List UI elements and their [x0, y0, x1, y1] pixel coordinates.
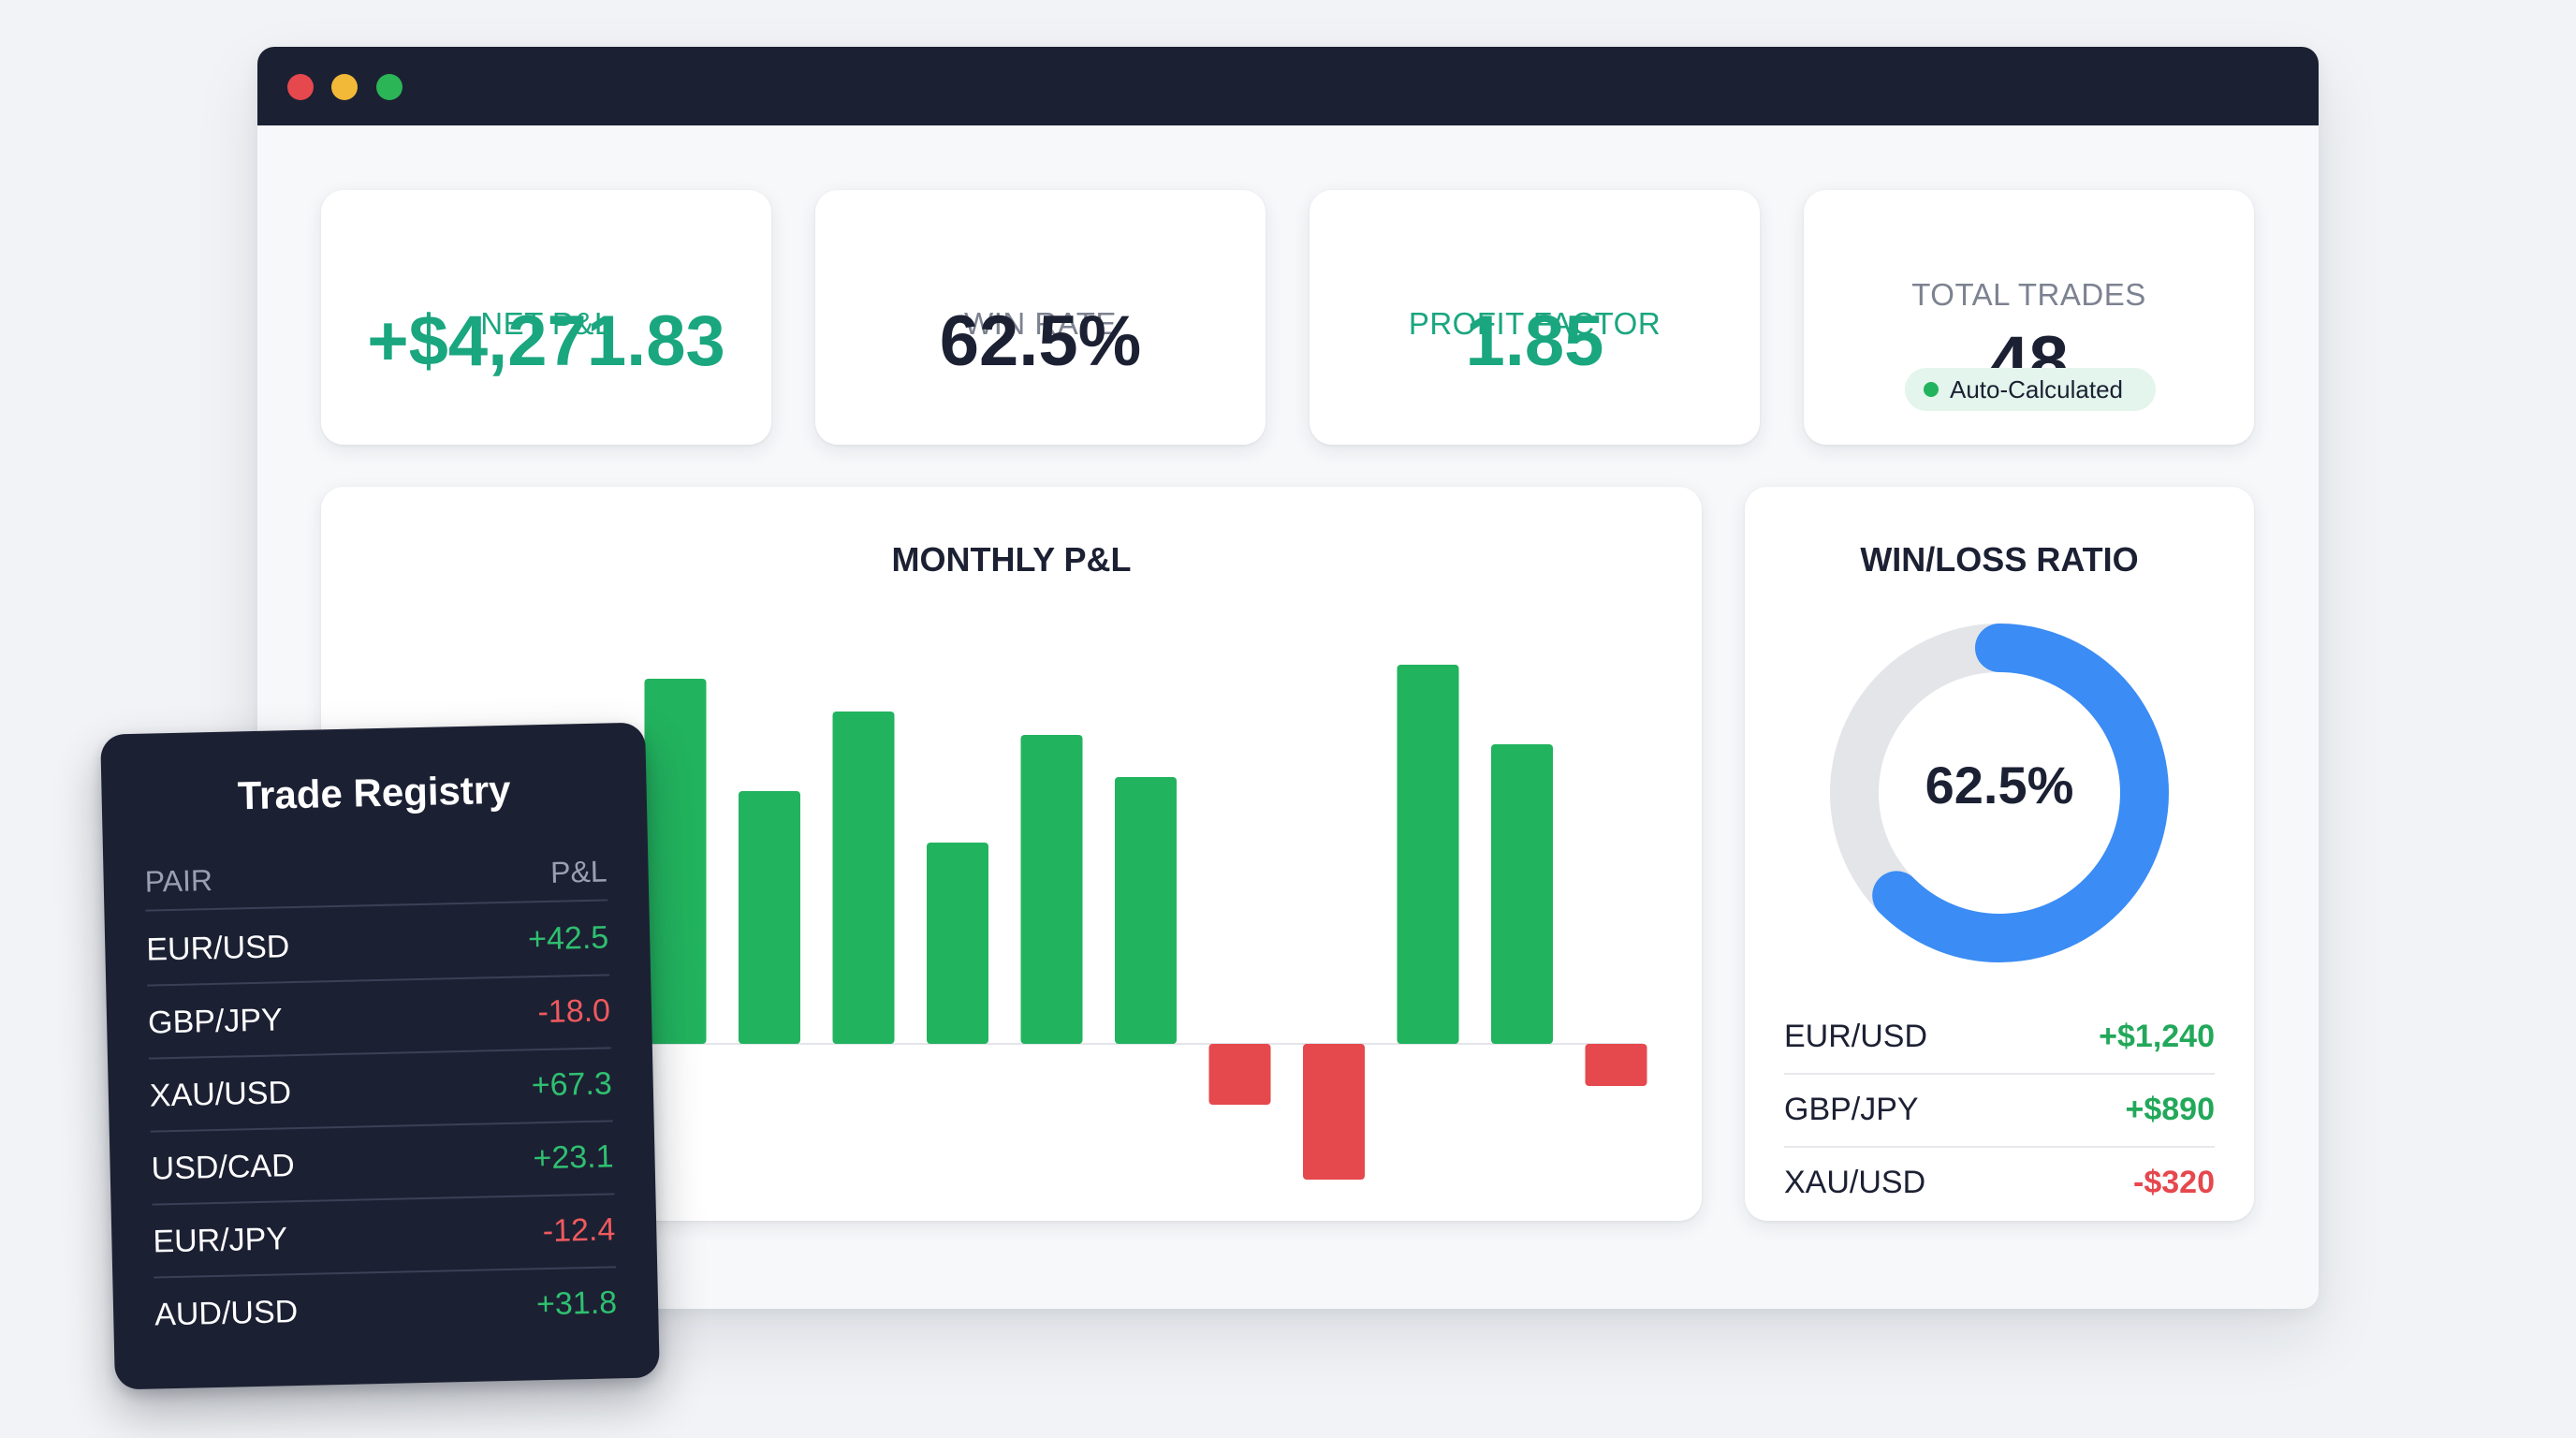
- table-row[interactable]: AUD/USD +31.8: [154, 1268, 618, 1351]
- ratio-row-value: +$1,240: [2099, 1019, 2215, 1054]
- dashboard-window: NET P&L +$4,271.83 WIN RATE 62.5% PROFIT…: [257, 47, 2319, 1309]
- minimize-window-button[interactable]: [331, 74, 358, 100]
- stat-label: TOTAL TRADES: [1911, 277, 2146, 312]
- maximize-window-button[interactable]: [376, 74, 402, 100]
- close-window-button[interactable]: [287, 74, 314, 100]
- stat-value: 62.5%: [939, 301, 1142, 381]
- ratio-row-value: -$320: [2133, 1165, 2215, 1200]
- chart-bar-5[interactable]: [927, 843, 988, 1044]
- chart-bar-2[interactable]: [644, 679, 707, 1044]
- table-row[interactable]: EUR/USD +42.5: [145, 902, 610, 987]
- table-row[interactable]: USD/CAD +23.1: [150, 1122, 615, 1206]
- table-row[interactable]: EUR/JPY -12.4: [152, 1195, 617, 1279]
- badge-label: Auto-Calculated: [1950, 375, 2123, 404]
- ratio-row: XAU/USD -$320: [1784, 1148, 2215, 1221]
- win-loss-ratio-card: WIN/LOSS RATIO 62.5% EUR/USD +$1,240 GBP…: [1745, 487, 2254, 1221]
- row-pnl: +23.1: [533, 1138, 614, 1177]
- donut-center-percent: 62.5%: [1925, 756, 2074, 814]
- chart-title: MONTHLY P&L: [891, 540, 1132, 579]
- ratio-row-value: +$890: [2125, 1092, 2216, 1127]
- row-pair: GBP/JPY: [147, 1002, 284, 1041]
- chart-bar-8[interactable]: [1208, 1044, 1271, 1105]
- chart-bar-3[interactable]: [739, 791, 800, 1044]
- chart-bar-12[interactable]: [1585, 1044, 1647, 1086]
- row-pair: XAU/USD: [149, 1075, 292, 1114]
- stat-card-net-pnl: NET P&L +$4,271.83: [321, 190, 771, 445]
- chart-bar-9[interactable]: [1303, 1044, 1365, 1180]
- ratio-row-pair: GBP/JPY: [1784, 1092, 1919, 1127]
- row-pair: USD/CAD: [151, 1148, 296, 1187]
- column-header-pnl: P&L: [549, 854, 607, 889]
- registry-title: Trade Registry: [237, 767, 511, 818]
- stat-label: NET P&L: [480, 306, 612, 341]
- monthly-pnl-bar-chart: [490, 665, 1647, 1180]
- chart-bar-11[interactable]: [1491, 744, 1553, 1044]
- ratio-row: EUR/USD +$1,240: [1784, 1002, 2215, 1075]
- row-pair: AUD/USD: [154, 1294, 299, 1333]
- stat-label: WIN RATE: [964, 306, 1117, 341]
- row-pnl: -12.4: [542, 1211, 616, 1250]
- table-row[interactable]: XAU/USD +67.3: [149, 1049, 613, 1133]
- status-dot-icon: [1924, 382, 1939, 397]
- ratio-row: GBP/JPY +$890: [1784, 1075, 2215, 1148]
- row-pnl: +31.8: [535, 1284, 618, 1323]
- chart-bar-7[interactable]: [1115, 777, 1177, 1044]
- stat-value: +$4,271.83: [367, 301, 725, 381]
- stat-value: 1.85: [1465, 301, 1604, 381]
- row-pnl: +67.3: [531, 1065, 613, 1104]
- stat-card-profit-factor: PROFIT FACTOR 1.85: [1310, 190, 1760, 445]
- auto-calculated-badge: Auto-Calculated: [1905, 368, 2156, 411]
- column-header-pair: PAIR: [144, 863, 213, 899]
- chart-bar-6[interactable]: [1020, 735, 1083, 1044]
- registry-table-header: PAIR P&L: [144, 844, 608, 912]
- ratio-row-pair: EUR/USD: [1784, 1019, 1928, 1054]
- chart-bar-10[interactable]: [1397, 665, 1459, 1044]
- stat-label: PROFIT FACTOR: [1408, 306, 1661, 341]
- stat-card-win-rate: WIN RATE 62.5%: [815, 190, 1266, 445]
- ratio-title: WIN/LOSS RATIO: [1860, 540, 2139, 579]
- row-pnl: -18.0: [537, 992, 611, 1031]
- trade-registry-panel: Trade Registry PAIR P&L EUR/USD +42.5 GB…: [100, 722, 660, 1390]
- chart-bar-4[interactable]: [832, 712, 895, 1044]
- stat-card-total-trades: TOTAL TRADES 48 Auto-Calculated: [1804, 190, 2254, 445]
- row-pnl: +42.5: [527, 919, 609, 958]
- row-pair: EUR/JPY: [153, 1221, 288, 1260]
- table-row[interactable]: GBP/JPY -18.0: [147, 976, 611, 1060]
- window-titlebar: [257, 47, 2319, 125]
- win-loss-donut-chart: [1830, 624, 2169, 962]
- ratio-row-pair: XAU/USD: [1784, 1165, 1926, 1200]
- donut-win-segment: [1830, 624, 2169, 962]
- row-pair: EUR/USD: [145, 929, 290, 968]
